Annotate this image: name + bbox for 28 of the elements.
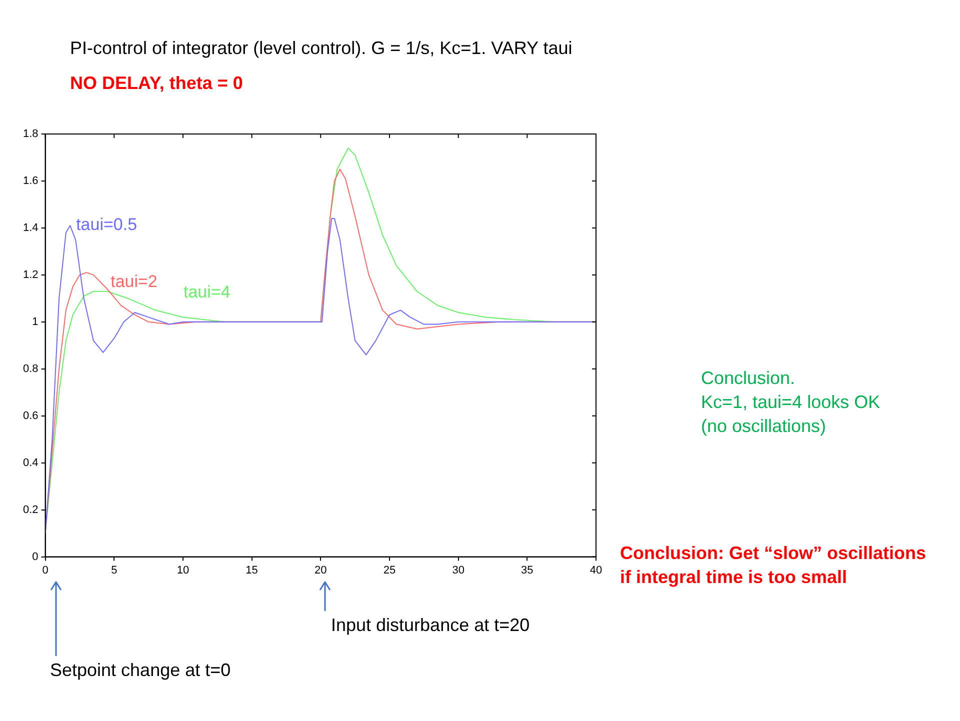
x-tick-label: 20: [314, 564, 327, 576]
x-tick-label: 15: [246, 564, 258, 576]
y-tick-label: 0.6: [22, 410, 38, 422]
y-tick-label: 0.4: [22, 456, 38, 469]
y-tick-label: 1: [32, 316, 38, 328]
y-tick-label: 0.8: [22, 362, 38, 375]
x-tick-label: 10: [176, 564, 190, 576]
x-tick-label: 25: [383, 564, 396, 576]
series-label: taui=4: [183, 282, 230, 302]
y-tick-label: 0: [32, 550, 38, 563]
y-tick-label: 1.6: [22, 175, 38, 188]
x-tick-label: 0: [42, 564, 48, 576]
chart-title: PI-control of integrator (level control). G = 1/s, Kc=1. VARY taui: [70, 38, 572, 59]
text: Conclusion: Get “slow” oscillations if integral time is too small: [620, 542, 926, 589]
y-tick-label: 1.8: [22, 128, 38, 140]
y-tick-label: 1.2: [22, 268, 38, 281]
chart-subtitle: NO DELAY, theta = 0: [70, 73, 243, 94]
y-tick-label: 0.2: [22, 504, 38, 516]
y-tick-label: 1.4: [22, 222, 38, 234]
series-label: taui=2: [110, 272, 158, 291]
text: Setpoint change at t=0: [50, 660, 231, 681]
x-tick-label: 30: [452, 564, 464, 576]
text: Input disturbance at t=20: [331, 614, 530, 636]
x-tick-label: 40: [590, 564, 602, 576]
x-tick-label: 35: [521, 564, 534, 576]
text: Conclusion. Kc=1, taui=4 looks OK (no oscillations): [701, 367, 880, 438]
x-tick-label: 5: [111, 564, 118, 576]
series-label: taui=0.5: [76, 214, 138, 234]
